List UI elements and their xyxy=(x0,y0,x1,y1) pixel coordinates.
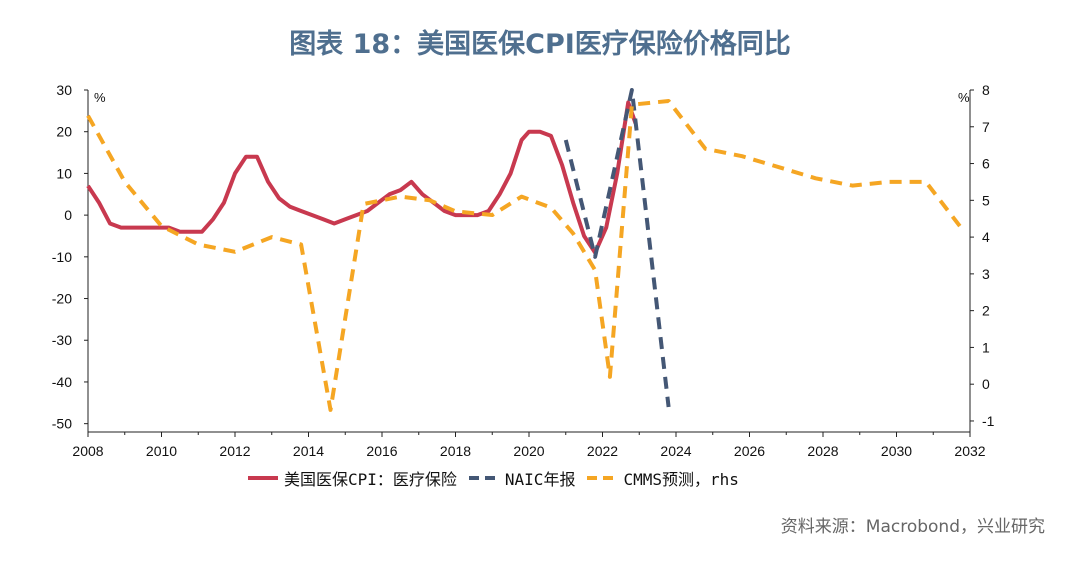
chart-title: 图表 18：美国医保CPI医疗保险价格同比 xyxy=(289,29,791,60)
series-cpi-line xyxy=(86,100,638,255)
right-tick-label: 0 xyxy=(982,376,990,392)
legend-swatch-cmms xyxy=(587,476,618,480)
right-tick-label: 3 xyxy=(982,266,990,282)
left-unit-label: % xyxy=(94,90,106,105)
left-tick-label: 10 xyxy=(56,165,72,181)
left-tick-label: -50 xyxy=(52,416,72,432)
legend-label-cpi: 美国医保CPI：医疗保险 xyxy=(284,470,457,489)
x-tick-label: 2012 xyxy=(219,443,250,459)
x-tick-label: 2024 xyxy=(660,443,691,459)
left-tick-label: -20 xyxy=(52,291,72,307)
legend-swatch-naic xyxy=(468,476,499,480)
legend: 美国医保CPI：医疗保险 NAIC年报 CMMS预测，rhs xyxy=(246,466,749,490)
right-unit-label: % xyxy=(958,90,970,105)
x-tick-label: 2032 xyxy=(954,443,985,459)
x-tick-label: 2018 xyxy=(440,443,471,459)
left-tick-label: -30 xyxy=(52,332,72,348)
series-layer xyxy=(86,88,965,412)
series-cmms-line xyxy=(86,99,965,412)
left-tick-label: 0 xyxy=(64,207,72,223)
left-tick-label: -40 xyxy=(52,374,72,390)
legend-item-cmms: CMMS预测，rhs xyxy=(585,466,739,490)
x-tick-label: 2026 xyxy=(734,443,765,459)
x-tick-label: 2010 xyxy=(146,443,177,459)
legend-item-naic: NAIC年报 xyxy=(467,466,576,490)
left-tick-label: -10 xyxy=(52,249,72,265)
x-tick-label: 2022 xyxy=(587,443,618,459)
x-tick-label: 2020 xyxy=(513,443,544,459)
left-tick-label: 30 xyxy=(56,82,72,98)
legend-swatch-cpi xyxy=(248,476,278,480)
left-tick-label: 20 xyxy=(56,124,72,140)
right-tick-label: 4 xyxy=(982,229,990,245)
x-tick-label: 2014 xyxy=(293,443,324,459)
series-naic-line xyxy=(563,88,671,408)
x-tick-label: 2028 xyxy=(807,443,838,459)
legend-item-cpi: 美国医保CPI：医疗保险 xyxy=(246,466,457,490)
legend-label-cmms: CMMS预测，rhs xyxy=(623,470,739,489)
x-tick-label: 2016 xyxy=(366,443,397,459)
right-tick-label: 2 xyxy=(982,303,990,319)
x-tick-label: 2030 xyxy=(881,443,912,459)
right-tick-label: 1 xyxy=(982,339,990,355)
right-tick-label: 7 xyxy=(982,119,990,135)
x-tick-label: 2008 xyxy=(72,443,103,459)
source-note: 资料来源：Macrobond，兴业研究 xyxy=(780,517,1045,537)
right-tick-label: 6 xyxy=(982,156,990,172)
right-tick-label: -1 xyxy=(982,413,995,429)
right-tick-label: 8 xyxy=(982,82,990,98)
right-tick-label: 5 xyxy=(982,192,990,208)
legend-label-naic: NAIC年报 xyxy=(504,470,576,489)
